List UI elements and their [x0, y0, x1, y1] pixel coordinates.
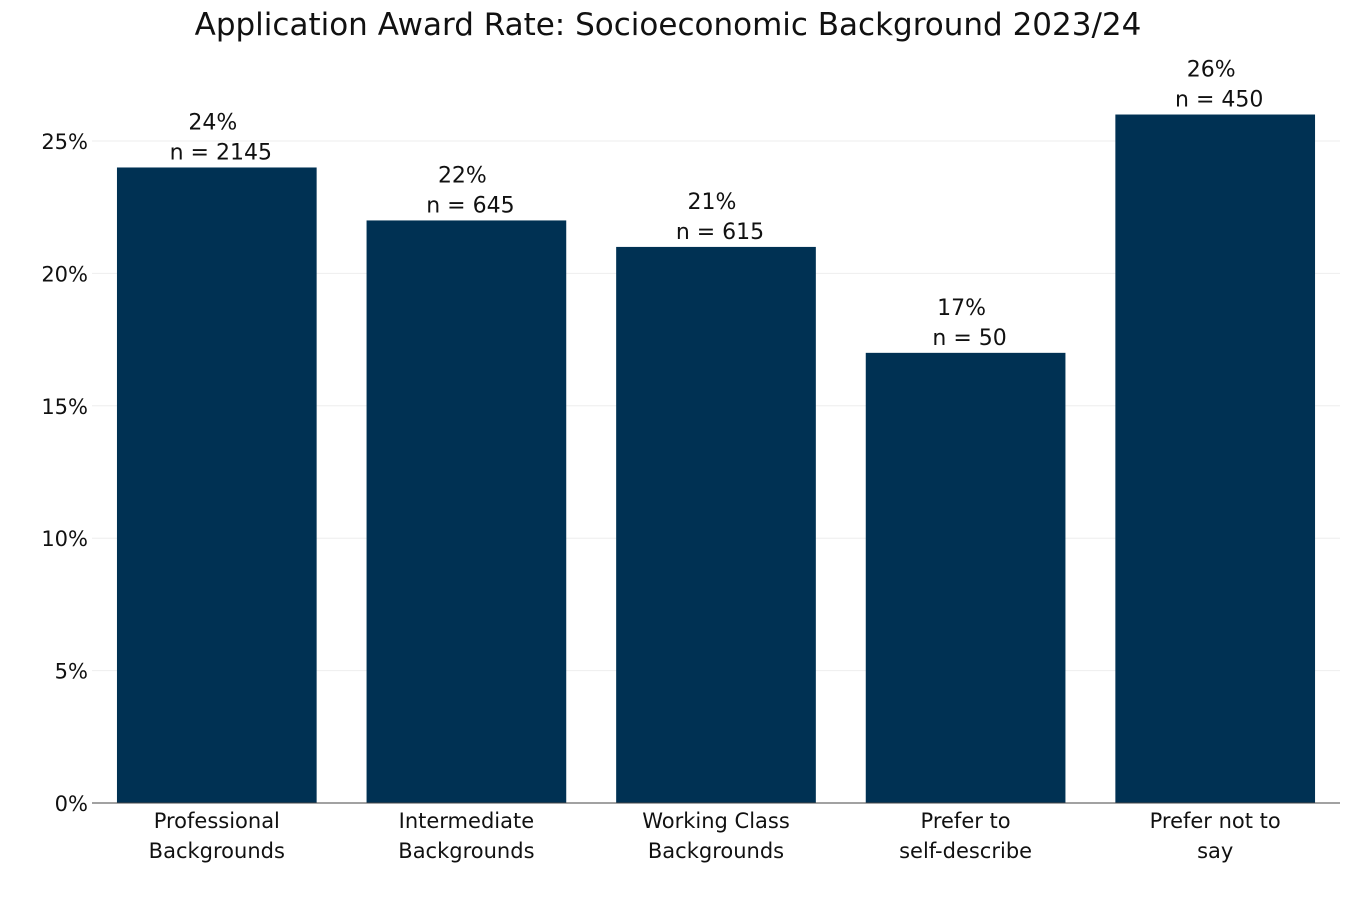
x-tick-label: Intermediate [399, 809, 535, 833]
data-label-n: n = 645 [426, 193, 514, 218]
data-label-percent: 26% [1187, 58, 1236, 83]
data-label-n: n = 50 [932, 326, 1006, 351]
y-tick-label: 5% [55, 660, 88, 684]
y-tick-label: 15% [41, 395, 88, 419]
data-label-n: n = 615 [676, 220, 764, 245]
y-tick-label: 25% [41, 130, 88, 154]
bar [116, 167, 317, 804]
y-tick-label: 0% [55, 792, 88, 816]
data-label-percent: 17% [937, 296, 986, 321]
bar [865, 352, 1066, 803]
bar [616, 246, 816, 804]
bars [116, 114, 1316, 804]
x-tick-label: Backgrounds [648, 839, 784, 863]
chart-title: Application Award Rate: Socioeconomic Ba… [195, 7, 1142, 43]
y-tick-label: 20% [41, 262, 88, 286]
data-label-percent: 22% [438, 163, 487, 188]
x-tick-label: Backgrounds [398, 839, 534, 863]
x-tick-label: Prefer to [921, 809, 1011, 833]
data-label-n: n = 450 [1175, 88, 1263, 113]
bar [366, 220, 567, 803]
x-tick-label: self-describe [899, 839, 1032, 863]
x-tick-label: Professional [154, 809, 280, 833]
data-label-percent: 21% [688, 190, 737, 215]
y-tick-label: 10% [41, 527, 88, 551]
x-tick-label: Prefer not to [1150, 809, 1281, 833]
bar [1115, 114, 1316, 803]
x-tick-label: Backgrounds [149, 839, 285, 863]
x-tick-label: Working Class [642, 809, 790, 833]
data-label-n: n = 2145 [170, 140, 272, 165]
x-tick-label: say [1197, 839, 1233, 863]
y-axis-ticks: 0% 5% 10% 15% 20% 25% [41, 130, 88, 816]
data-labels: 24% n = 2145 22% n = 645 21% n = 615 17% n = 50… [170, 58, 1264, 351]
data-label-percent: 24% [188, 110, 237, 135]
x-axis-ticks: Professional Backgrounds Intermediate Backg… [149, 809, 1281, 863]
